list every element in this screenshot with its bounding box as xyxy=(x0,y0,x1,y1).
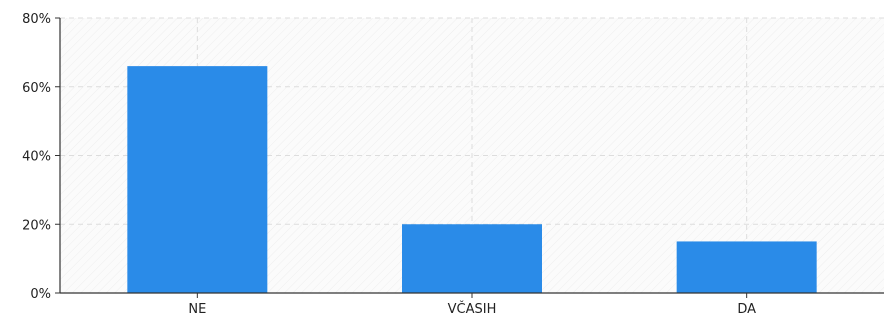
x-tick-label: VČASIH xyxy=(448,301,497,317)
x-axis-ticks: NE VČASIH DA xyxy=(188,293,756,317)
y-tick-label: 60% xyxy=(22,81,51,96)
y-tick-label: 0% xyxy=(30,287,51,302)
x-tick-label: NE xyxy=(188,302,206,317)
y-tick-label: 40% xyxy=(22,150,51,165)
bar-včasih xyxy=(402,224,542,293)
bar-da xyxy=(677,241,817,293)
y-axis-ticks: 0% 20% 40% 60% 80% xyxy=(22,12,60,302)
y-tick-label: 20% xyxy=(22,218,51,233)
x-tick-label: DA xyxy=(737,302,756,317)
bar-ne xyxy=(127,66,267,293)
y-tick-label: 80% xyxy=(22,12,51,27)
